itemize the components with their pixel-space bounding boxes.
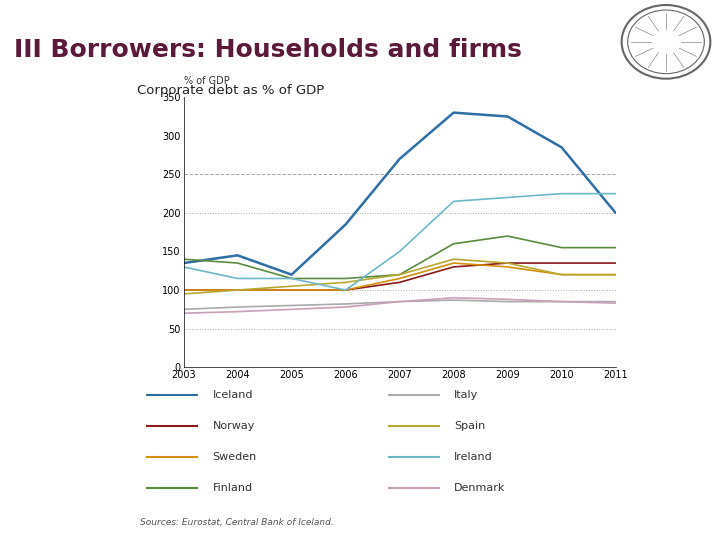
- Text: Sources: Eurostat, Central Bank of Iceland.: Sources: Eurostat, Central Bank of Icela…: [140, 517, 334, 526]
- Text: Spain: Spain: [454, 421, 485, 431]
- Text: Ireland: Ireland: [454, 451, 493, 462]
- Text: Finland: Finland: [212, 483, 253, 492]
- Text: Corporate debt as % of GDP: Corporate debt as % of GDP: [137, 84, 324, 97]
- Text: Norway: Norway: [212, 421, 255, 431]
- Text: Sweden: Sweden: [212, 451, 256, 462]
- Text: III Borrowers: Households and firms: III Borrowers: Households and firms: [14, 38, 522, 62]
- Text: Denmark: Denmark: [454, 483, 505, 492]
- Text: % of GDP: % of GDP: [184, 76, 230, 86]
- Text: Iceland: Iceland: [212, 390, 253, 400]
- Text: Italy: Italy: [454, 390, 479, 400]
